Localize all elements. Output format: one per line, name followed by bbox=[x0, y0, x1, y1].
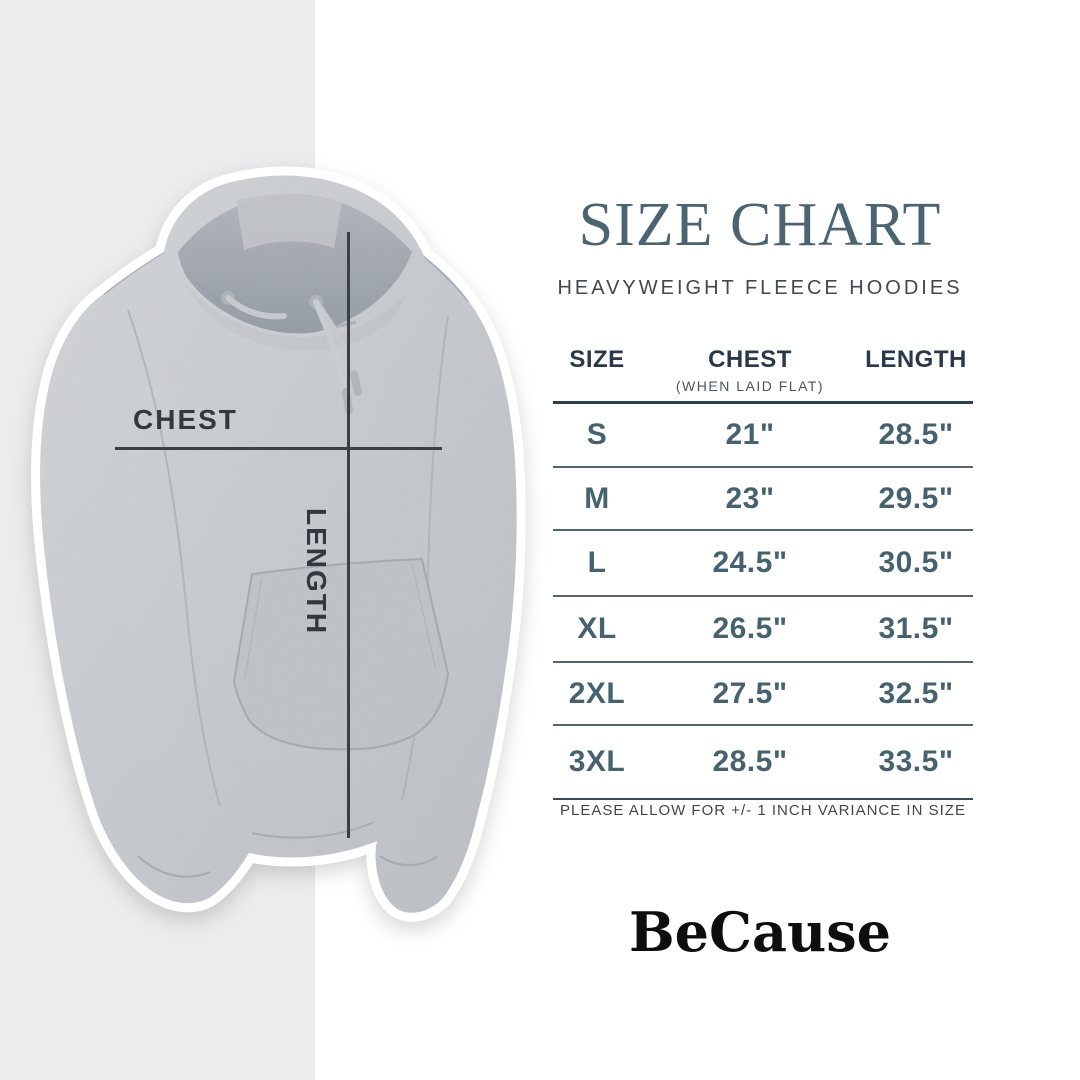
page-title: SIZE CHART bbox=[578, 191, 942, 259]
chest-cell: 27.5" bbox=[712, 676, 788, 710]
chest-cell: 23" bbox=[725, 481, 775, 515]
length-cell: 33.5" bbox=[878, 745, 954, 778]
table-row: 3XL 28.5" 33.5" bbox=[553, 726, 973, 800]
drawcord-aglet-a bbox=[350, 370, 362, 396]
chest-cell: 21" bbox=[725, 418, 775, 451]
table-row: XL 26.5" 31.5" bbox=[553, 597, 973, 663]
page-subtitle: HEAVYWEIGHT FLEECE HOODIES bbox=[557, 277, 963, 299]
column-header-chest: CHEST (WHEN LAID FLAT) bbox=[641, 346, 859, 401]
size-cell: XL bbox=[577, 612, 617, 645]
variance-note: PLEASE ALLOW FOR +/- 1 INCH VARIANCE IN … bbox=[560, 802, 966, 819]
size-cell: 2XL bbox=[568, 676, 626, 710]
length-cell: 30.5" bbox=[878, 546, 954, 579]
chest-cell: 28.5" bbox=[712, 745, 788, 778]
brand-logo: BeCause bbox=[629, 900, 891, 964]
size-cell: L bbox=[587, 546, 607, 579]
length-label: LENGTH bbox=[301, 508, 332, 636]
chest-cell: 24.5" bbox=[712, 546, 788, 579]
length-cell: 29.5" bbox=[878, 481, 954, 515]
length-cell: 31.5" bbox=[878, 612, 954, 645]
size-cell: S bbox=[586, 418, 608, 451]
chest-cell: 26.5" bbox=[712, 612, 788, 645]
table-row: 2XL 27.5" 32.5" bbox=[553, 663, 973, 726]
column-header-chest-label: CHEST bbox=[708, 346, 792, 373]
right-drawcord-b bbox=[313, 299, 349, 395]
length-measure-line bbox=[347, 232, 350, 838]
fabric-texture bbox=[40, 175, 517, 913]
chest-label: CHEST bbox=[133, 404, 238, 435]
left-drawcord bbox=[225, 295, 287, 320]
chest-measure-line bbox=[115, 447, 442, 450]
size-table: SIZE CHEST (WHEN LAID FLAT) LENGTH S 21"… bbox=[553, 336, 973, 800]
table-row: L 24.5" 30.5" bbox=[553, 531, 973, 597]
table-row: S 21" 28.5" bbox=[553, 404, 973, 468]
column-header-size: SIZE bbox=[569, 346, 625, 373]
length-cell: 28.5" bbox=[878, 418, 954, 451]
table-header-row: SIZE CHEST (WHEN LAID FLAT) LENGTH bbox=[553, 336, 973, 404]
chest-measurement-note: (WHEN LAID FLAT) bbox=[675, 378, 825, 394]
table-row: M 23" 29.5" bbox=[553, 468, 973, 531]
column-header-length: LENGTH bbox=[865, 346, 967, 373]
length-cell: 32.5" bbox=[878, 676, 954, 710]
size-cell: M bbox=[584, 481, 610, 515]
size-cell: 3XL bbox=[568, 745, 626, 778]
